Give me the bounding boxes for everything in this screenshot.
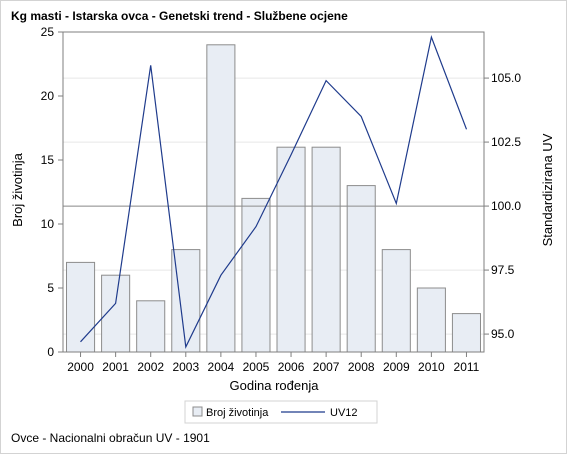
bar-2006	[276, 146, 306, 353]
y2-tick-label-1: 97.5	[491, 263, 515, 277]
y2-axis-title: Standardizirana UV	[540, 133, 555, 246]
bars	[66, 44, 481, 353]
uv12-line-layer	[80, 34, 468, 349]
x-tick-label-2000: 2000	[67, 360, 94, 374]
chart-title: Kg masti - Istarska ovca - Genetski tren…	[11, 9, 348, 23]
bar-2004	[206, 44, 236, 353]
y2-tick-label-3: 102.5	[491, 135, 521, 149]
bar-2009	[381, 249, 411, 353]
y2-tick-label-2: 100.0	[491, 199, 521, 213]
x-tick-label-2002: 2002	[137, 360, 164, 374]
legend: Broj životinja UV12	[184, 400, 378, 424]
bar-2002	[136, 300, 166, 353]
tick-labels: 0 5 10 15 20 25 95.0 97.5 100.0 102.5 105.0 2000 200…	[41, 25, 522, 374]
x-tick-label-2005: 2005	[243, 360, 270, 374]
bar-2003	[171, 249, 201, 353]
bar-2000	[66, 261, 96, 353]
bar-2007	[311, 146, 341, 353]
uv12-line	[80, 34, 468, 349]
bar-2008	[346, 185, 376, 353]
y-tick-label-3: 15	[41, 153, 55, 167]
x-tick-label-2009: 2009	[383, 360, 410, 374]
axes	[58, 31, 489, 357]
bar-2011	[451, 313, 481, 353]
plot-border	[62, 31, 485, 353]
y-tick-label-5: 25	[41, 25, 55, 39]
x-tick-label-2004: 2004	[208, 360, 235, 374]
legend-line-label: UV12	[330, 407, 358, 419]
y-tick-label-0: 0	[47, 345, 54, 359]
x-tick-label-2008: 2008	[348, 360, 375, 374]
y-tick-label-1: 5	[47, 281, 54, 295]
y2-tick-label-0: 95.0	[491, 327, 515, 341]
bar-2005	[241, 197, 271, 353]
y-tick-label-2: 10	[41, 217, 55, 231]
x-tick-label-2007: 2007	[313, 360, 340, 374]
x-tick-label-2001: 2001	[102, 360, 129, 374]
legend-bar-swatch	[192, 406, 203, 417]
x-tick-label-2011: 2011	[454, 360, 480, 374]
y-tick-label-4: 20	[41, 89, 55, 103]
footnote: Ovce - Nacionalni obračun UV - 1901	[11, 431, 210, 445]
x-tick-label-2003: 2003	[172, 360, 199, 374]
x-axis-title: Godina rođenja	[230, 378, 320, 393]
legend-bar-label: Broj životinja	[206, 407, 269, 419]
x-tick-label-2006: 2006	[278, 360, 305, 374]
x-tick-label-2010: 2010	[418, 360, 445, 374]
bar-2010	[416, 287, 446, 353]
y2-tick-label-4: 105.0	[491, 71, 521, 85]
y-axis-title: Broj životinja	[10, 152, 25, 226]
